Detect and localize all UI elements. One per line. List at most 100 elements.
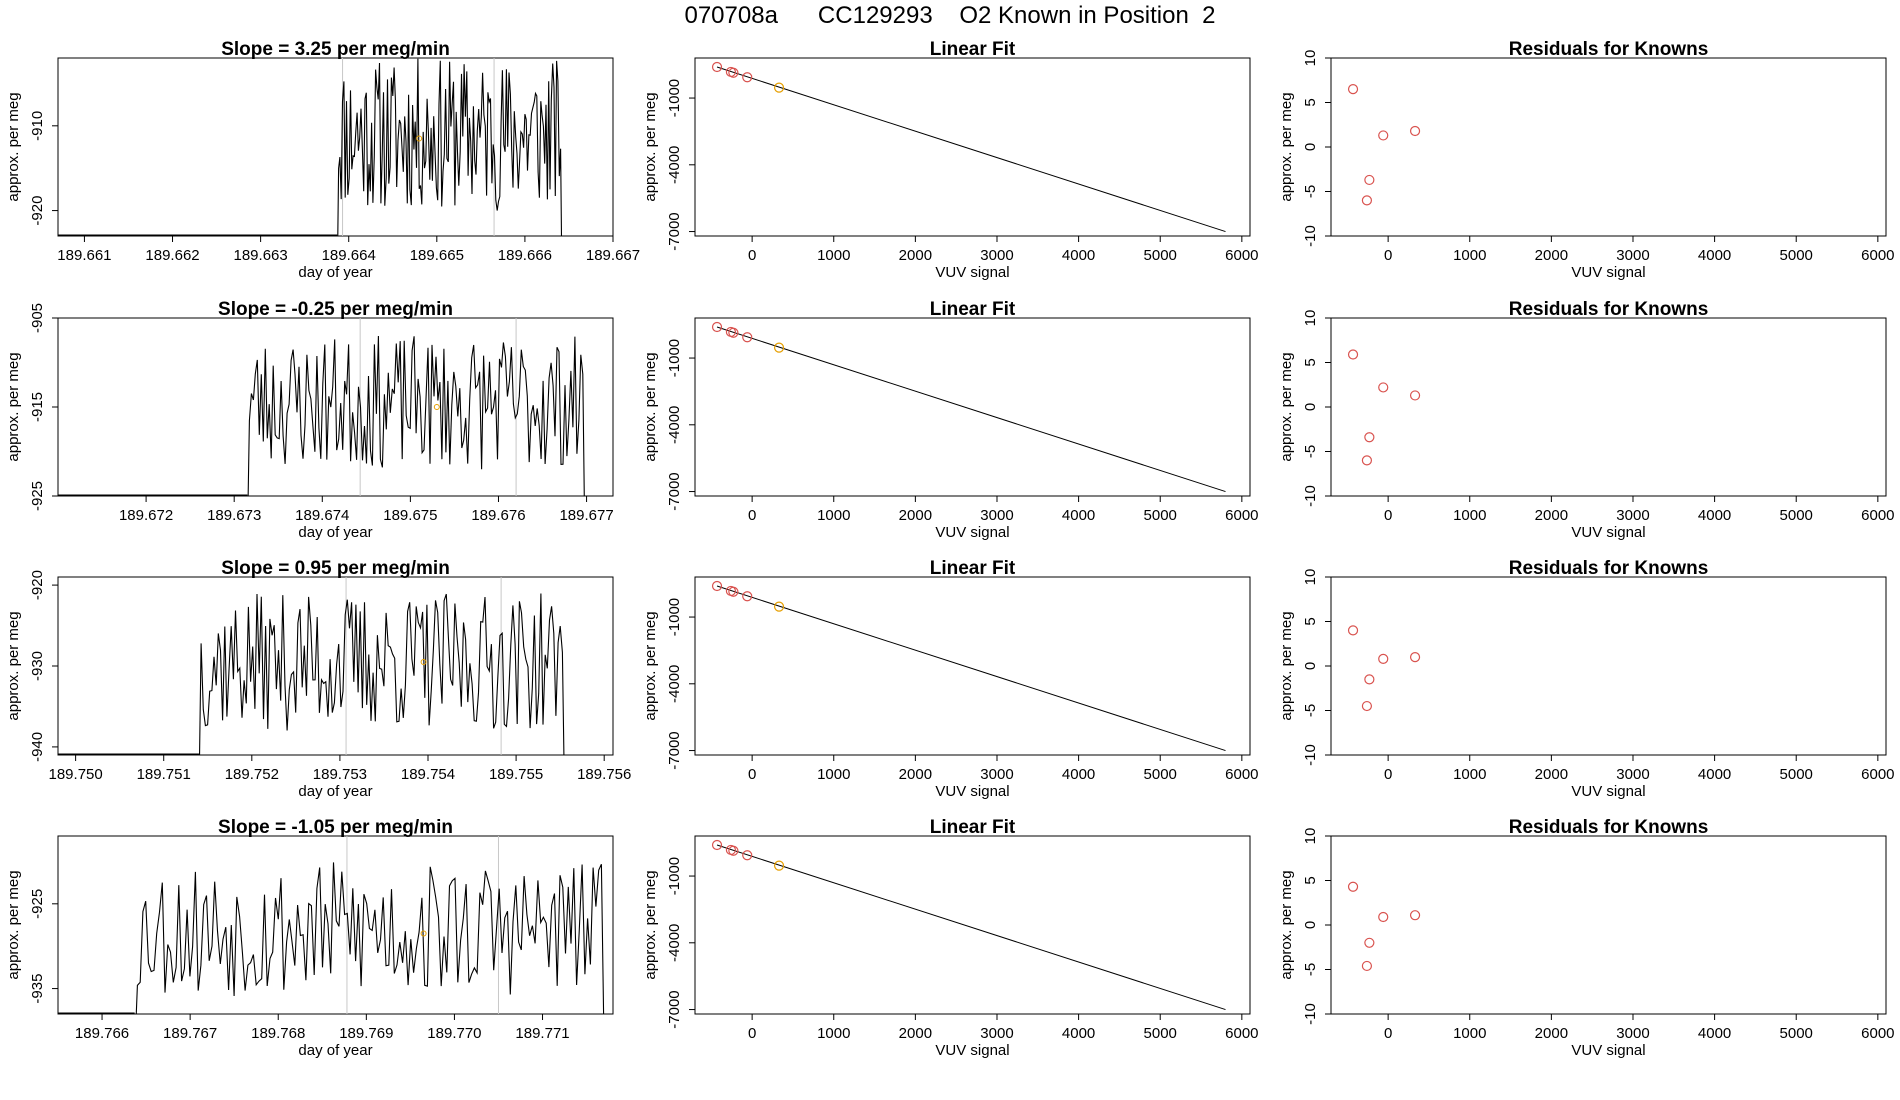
x-tick-label: 6000: [1861, 766, 1894, 783]
plot-frame: [57, 576, 614, 756]
y-axis-label: approx. per meg: [5, 92, 22, 201]
plot-data: [58, 836, 605, 1014]
page-title: 070708a CC129293 O2 Known in Position 2: [684, 2, 1216, 29]
y-tick-label: -930: [29, 651, 46, 681]
y-tick-label: -10: [1302, 485, 1319, 507]
y-tick-label: -1000: [666, 79, 683, 117]
x-tick-label: 6000: [1861, 1025, 1894, 1042]
y-tick-label: 5: [1302, 98, 1319, 106]
y-tick-label: 10: [1302, 828, 1319, 845]
y-axis-label: approx. per meg: [1278, 352, 1295, 461]
y-tick-label: -4000: [666, 665, 683, 703]
plot-frame: [1330, 576, 1887, 756]
x-tick-label: 189.667: [586, 247, 640, 264]
unknown-point: [416, 135, 423, 142]
x-tick-label: 3000: [1616, 766, 1649, 783]
unknown-point: [773, 342, 785, 353]
known-point: [711, 321, 723, 333]
x-tick-label: 4000: [1062, 247, 1095, 264]
chart-panel-11: Linear Fit 0 1000 2000 3000 4000 5000 6000 VUV s…: [642, 817, 1259, 1059]
plot-data: [711, 61, 1226, 233]
known-point: [1409, 651, 1421, 663]
y-tick-label: -7000: [666, 212, 683, 250]
fit-line: [716, 844, 1226, 1011]
x-tick-label: 189.676: [471, 507, 525, 524]
unknown-point: [773, 860, 785, 871]
x-tick-label: 0: [748, 507, 756, 524]
known-point: [711, 61, 723, 73]
x-tick-label: 189.674: [295, 507, 349, 524]
plot-data: [58, 577, 565, 755]
known-point: [1361, 700, 1373, 712]
x-tick-label: 5000: [1144, 247, 1177, 264]
known-point: [1347, 349, 1359, 360]
y-tick-label: -10: [1302, 1003, 1319, 1025]
known-point: [1378, 653, 1389, 664]
y-tick-label: -4000: [666, 924, 683, 962]
trace-line: [135, 862, 605, 1014]
known-point: [728, 845, 739, 856]
y-tick-label: -1000: [666, 857, 683, 895]
known-point: [1378, 911, 1389, 923]
x-axis-label: VUV signal: [935, 264, 1009, 281]
chart-title: Slope = 3.25 per meg/min: [221, 39, 450, 60]
known-point: [1409, 910, 1421, 921]
trace-line: [337, 58, 563, 236]
y-tick-label: -5: [1302, 704, 1319, 717]
x-tick-label: 6000: [1225, 247, 1258, 264]
trace-line: [247, 335, 585, 496]
known-point: [1409, 390, 1421, 401]
known-point: [1364, 432, 1375, 443]
x-tick-label: 0: [1384, 766, 1392, 783]
x-axis-label: VUV signal: [1571, 783, 1645, 800]
y-tick-label: -920: [29, 196, 46, 226]
x-tick-label: 0: [748, 247, 756, 264]
x-tick-label: 0: [1384, 1025, 1392, 1042]
fit-line: [716, 326, 1226, 493]
y-tick-label: -4000: [666, 406, 683, 444]
chart-title: Residuals for Knowns: [1509, 299, 1709, 320]
y-tick-label: 10: [1302, 50, 1319, 67]
x-axis-label: day of year: [298, 524, 372, 541]
x-axis-label: VUV signal: [935, 783, 1009, 800]
x-tick-label: 189.661: [57, 247, 111, 264]
known-point: [1361, 960, 1373, 972]
y-axis-label: approx. per meg: [1278, 92, 1295, 201]
y-tick-label: 5: [1302, 617, 1319, 625]
chart-title: Linear Fit: [930, 558, 1016, 579]
chart-title: Linear Fit: [930, 299, 1016, 320]
y-axis-label: approx. per meg: [642, 352, 659, 461]
plot-data: [1347, 625, 1421, 712]
known-point: [742, 591, 753, 602]
chart-title: Residuals for Knowns: [1509, 39, 1709, 60]
x-tick-label: 4000: [1698, 766, 1731, 783]
known-point: [1347, 84, 1359, 95]
x-tick-label: 2000: [1535, 766, 1568, 783]
plot-frame: [57, 835, 614, 1015]
x-tick-label: 189.754: [401, 766, 455, 783]
x-tick-label: 2000: [899, 507, 932, 524]
y-axis-label: approx. per meg: [642, 611, 659, 720]
y-tick-label: 0: [1302, 921, 1319, 929]
known-point: [1364, 937, 1375, 948]
plot-data: [1347, 349, 1421, 466]
plot-frame: [1330, 317, 1887, 497]
x-tick-label: 2000: [1535, 1025, 1568, 1042]
x-tick-label: 189.672: [119, 507, 173, 524]
fit-line: [716, 585, 1226, 752]
chart-panel-5: Linear Fit 0 1000 2000 3000 4000 5000 6000 VUV s…: [642, 299, 1259, 541]
x-tick-label: 189.673: [207, 507, 261, 524]
y-tick-label: -7000: [666, 731, 683, 769]
x-tick-label: 189.752: [225, 766, 279, 783]
x-tick-label: 189.769: [339, 1025, 393, 1042]
x-tick-label: 4000: [1062, 1025, 1095, 1042]
x-tick-label: 5000: [1144, 1025, 1177, 1042]
x-tick-label: 1000: [817, 766, 850, 783]
plot-data: [58, 58, 563, 236]
chart-panel-1: Slope = 3.25 per meg/min 189.661 189.662 18…: [5, 39, 640, 281]
x-tick-label: 189.767: [163, 1025, 217, 1042]
chart-title: Slope = -0.25 per meg/min: [218, 299, 453, 320]
known-point: [1378, 382, 1389, 393]
x-axis-label: day of year: [298, 264, 372, 281]
